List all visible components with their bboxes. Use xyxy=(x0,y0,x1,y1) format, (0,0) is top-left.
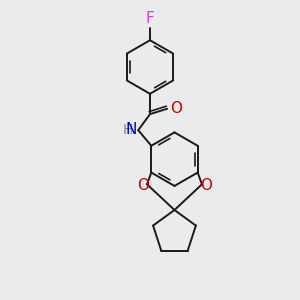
Text: N: N xyxy=(126,122,137,137)
Text: H: H xyxy=(122,123,133,137)
Text: O: O xyxy=(137,178,149,193)
Text: O: O xyxy=(200,178,212,193)
Text: O: O xyxy=(170,101,182,116)
Text: F: F xyxy=(146,11,154,26)
